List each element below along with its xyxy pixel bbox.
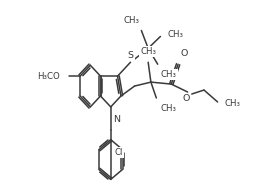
Text: N: N xyxy=(113,115,120,124)
Text: S: S xyxy=(127,51,134,60)
Text: H₃CO: H₃CO xyxy=(37,72,60,81)
Text: CH₃: CH₃ xyxy=(124,16,140,25)
Text: O: O xyxy=(181,49,188,58)
Text: CH₃: CH₃ xyxy=(160,70,176,79)
Text: CH₃: CH₃ xyxy=(160,104,176,113)
Text: O: O xyxy=(183,94,190,103)
Text: CH₃: CH₃ xyxy=(140,47,156,56)
Text: Cl: Cl xyxy=(114,148,123,157)
Text: CH₃: CH₃ xyxy=(224,99,241,108)
Text: CH₃: CH₃ xyxy=(167,30,183,39)
